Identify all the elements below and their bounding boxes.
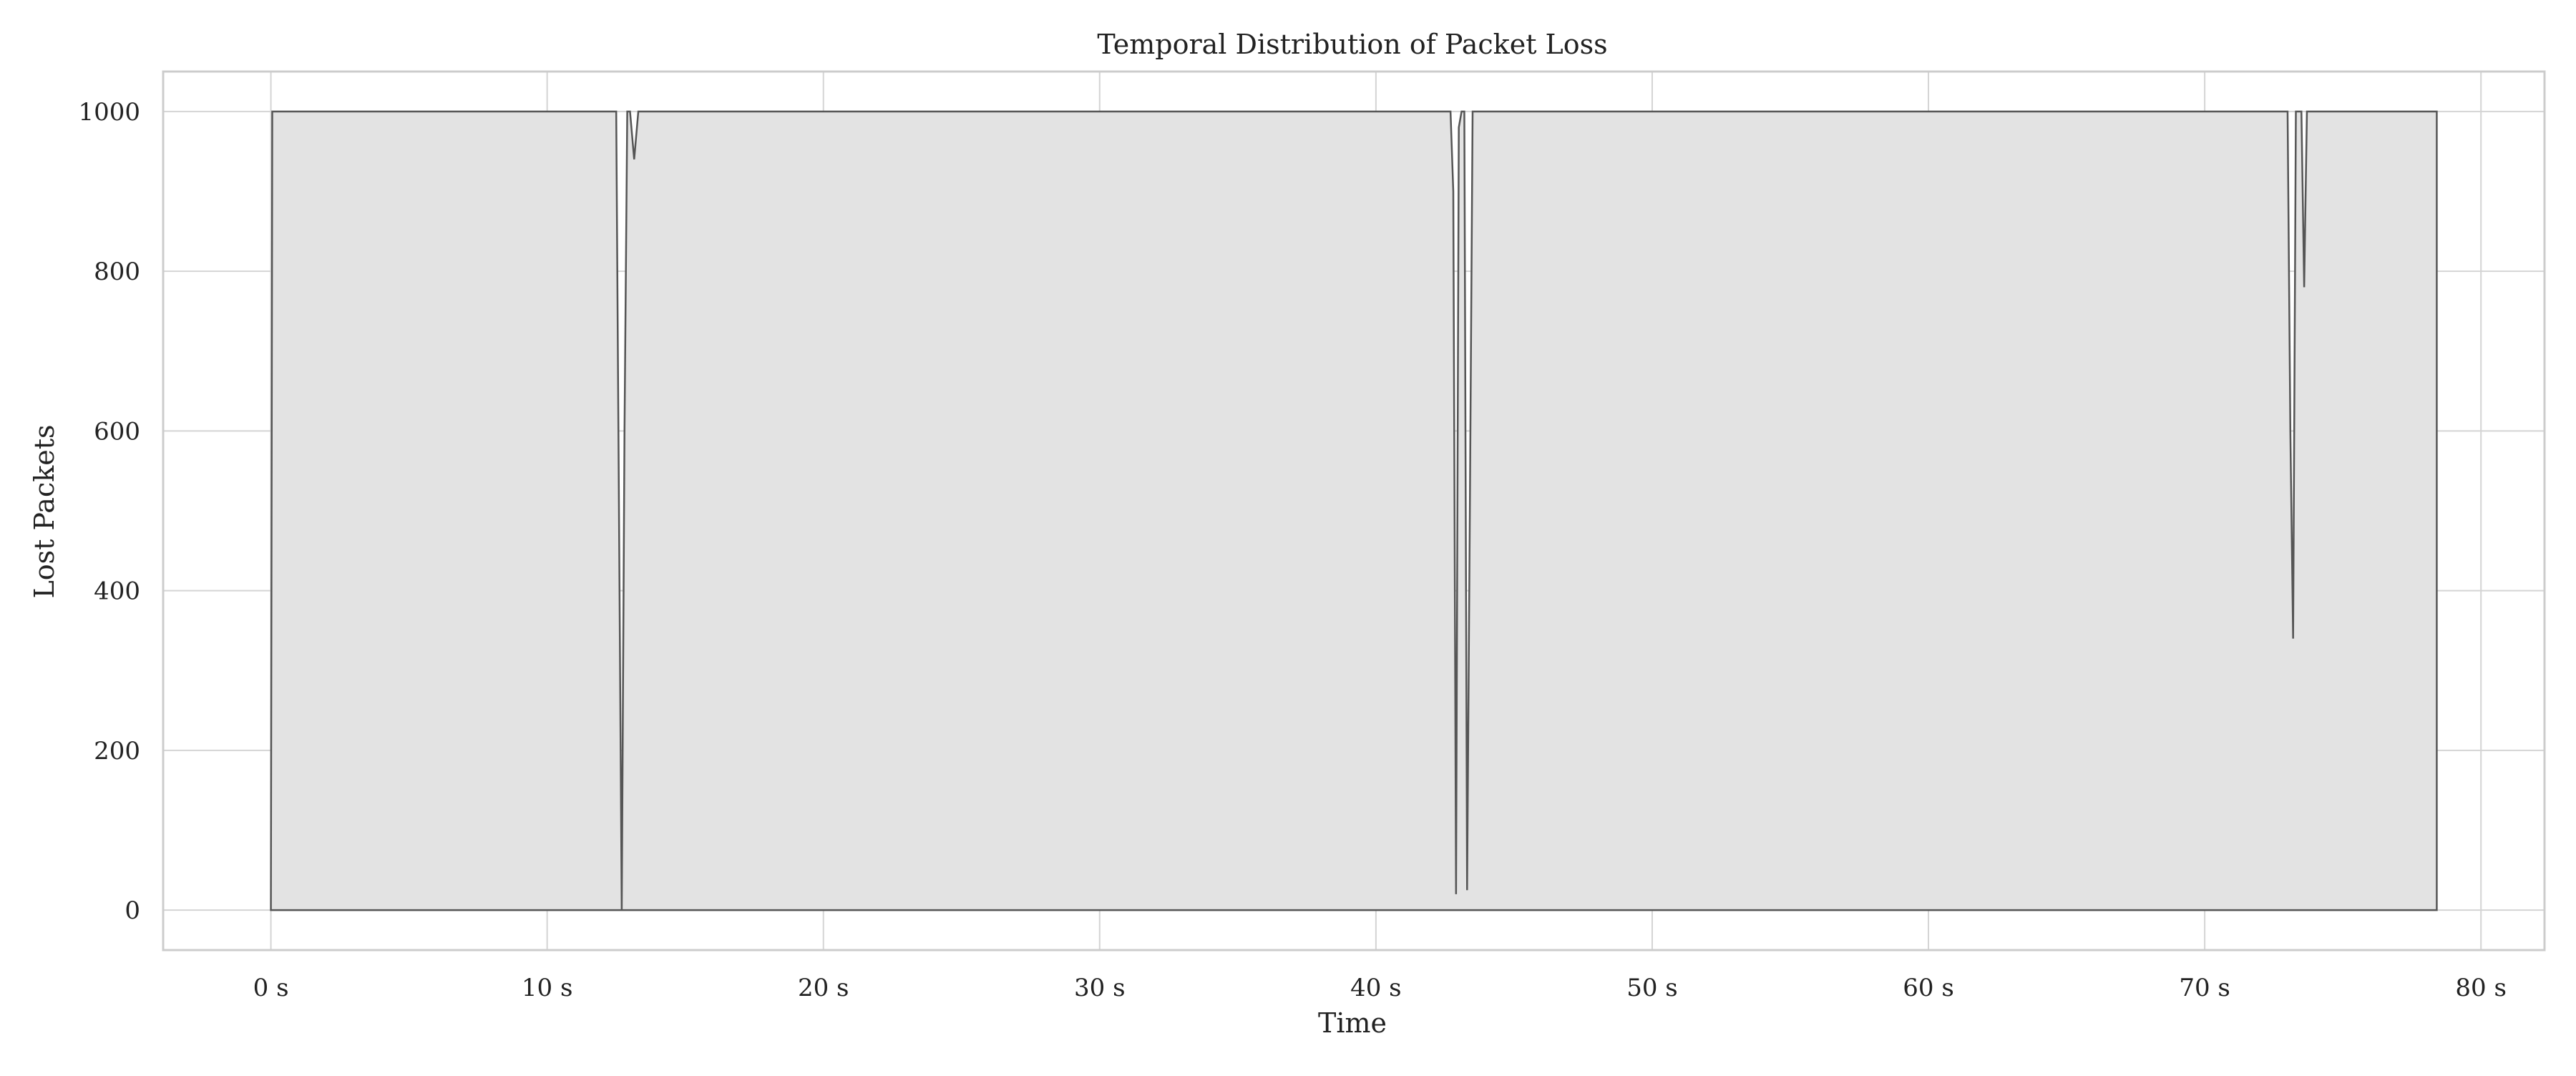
y-tick-label: 600 bbox=[94, 417, 140, 446]
x-axis-title: Time bbox=[1318, 1007, 1387, 1039]
plot-border bbox=[162, 70, 2546, 952]
y-tick-label: 800 bbox=[94, 258, 140, 286]
x-axis-ticks: 0 s 10 s 20 s 30 s 40 s 50 s 60 s 70 s 80 s bbox=[253, 974, 2507, 1002]
x-tick-label: 60 s bbox=[1903, 974, 1954, 1002]
y-axis-title: Lost Packets bbox=[29, 424, 60, 598]
x-tick-label: 0 s bbox=[253, 974, 289, 1002]
chart-title: Temporal Distribution of Packet Loss bbox=[1097, 29, 1607, 60]
plot-frame bbox=[162, 70, 2546, 952]
x-tick-label: 20 s bbox=[798, 974, 849, 1002]
x-tick-label: 50 s bbox=[1626, 974, 1678, 1002]
series-line bbox=[270, 110, 2438, 911]
x-tick-label: 80 s bbox=[2455, 974, 2507, 1002]
y-tick-label: 1000 bbox=[78, 98, 140, 127]
y-tick-label: 0 bbox=[125, 896, 140, 925]
series-area-fill bbox=[270, 111, 2437, 911]
x-tick-label: 30 s bbox=[1074, 974, 1126, 1002]
y-tick-label: 200 bbox=[94, 737, 140, 766]
x-tick-label: 70 s bbox=[2179, 974, 2230, 1002]
x-tick-label: 10 s bbox=[522, 974, 573, 1002]
y-tick-label: 400 bbox=[94, 577, 140, 606]
data-area bbox=[270, 110, 2438, 911]
y-axis-ticks: 0 200 400 600 800 1000 bbox=[78, 98, 140, 925]
x-tick-label: 40 s bbox=[1350, 974, 1402, 1002]
